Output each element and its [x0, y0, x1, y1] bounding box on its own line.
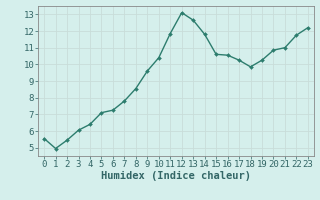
- X-axis label: Humidex (Indice chaleur): Humidex (Indice chaleur): [101, 171, 251, 181]
